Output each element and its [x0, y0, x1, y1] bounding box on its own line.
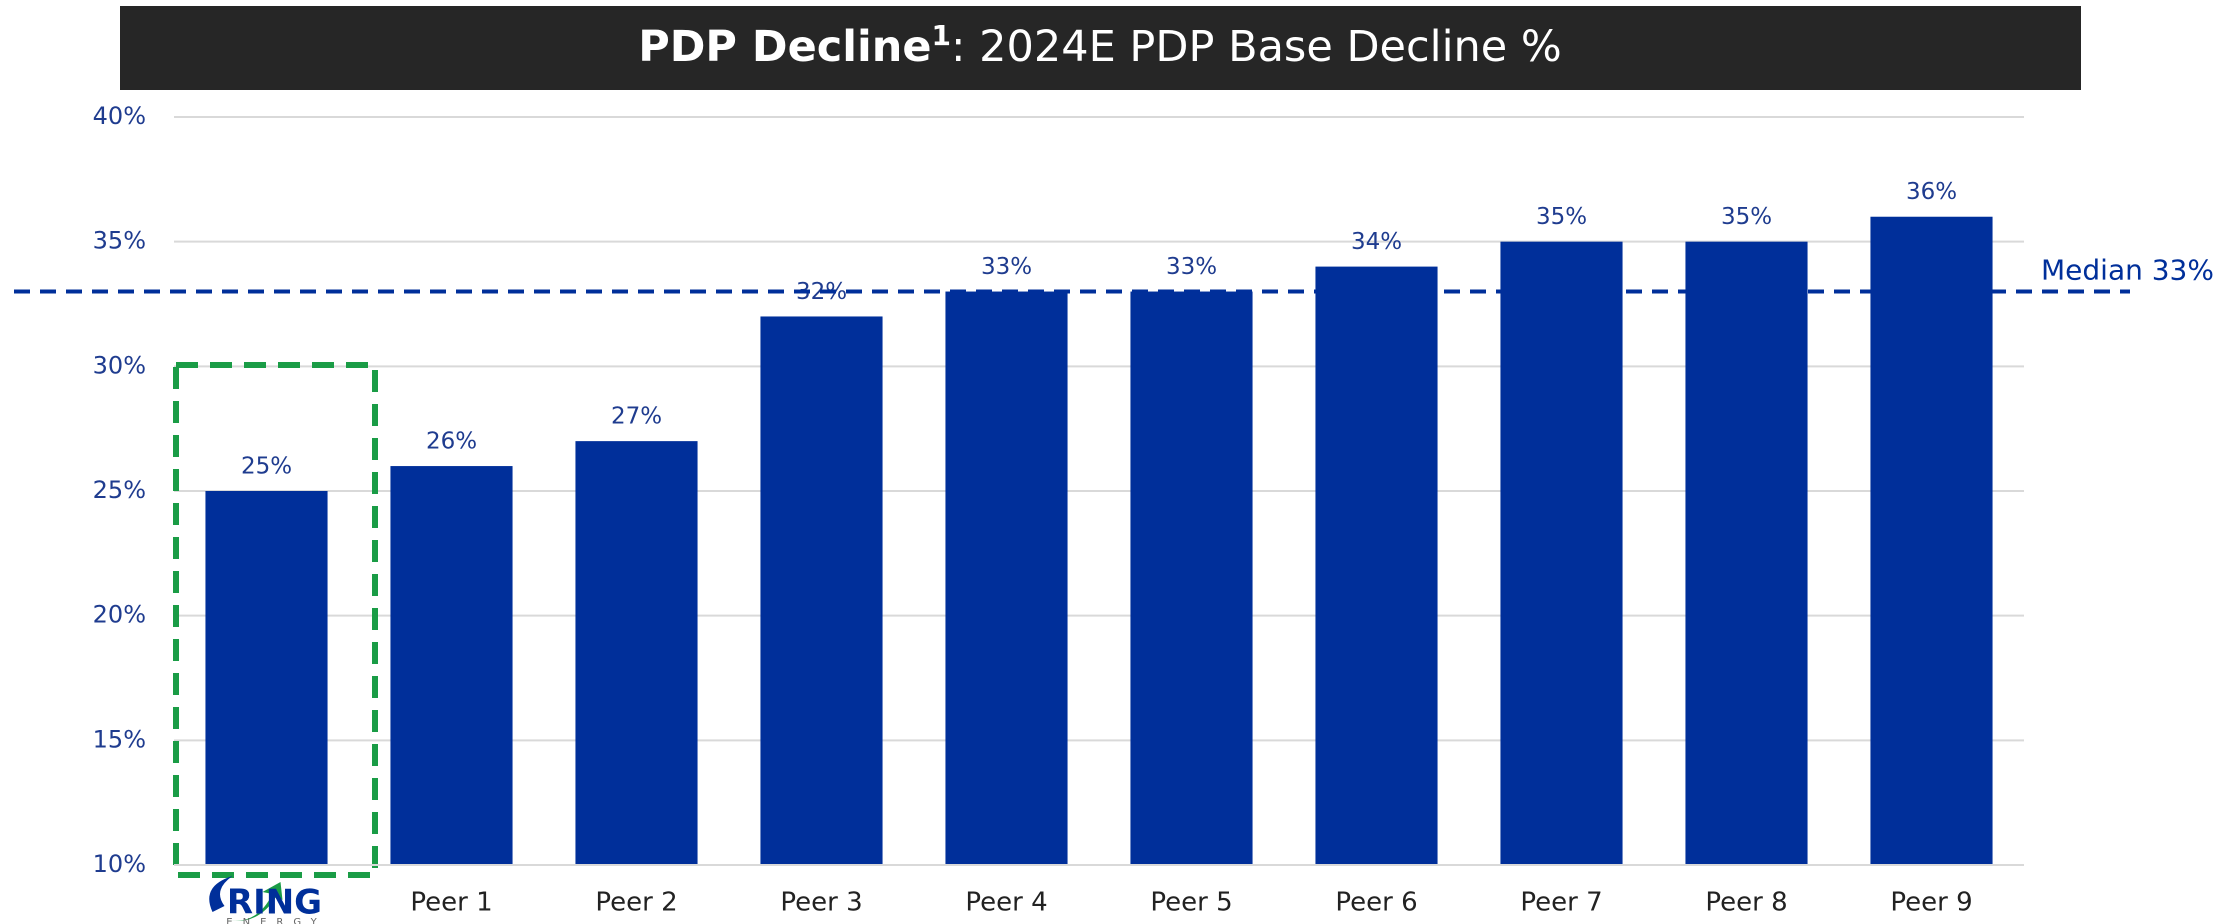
x-tick-label: Peer 7: [1520, 888, 1602, 918]
x-tick-label: Peer 2: [595, 888, 677, 918]
value-label: 25%: [241, 454, 292, 480]
y-tick-label: 15%: [93, 725, 146, 753]
x-tick-label: Peer 9: [1890, 888, 1972, 918]
x-tick-label: Peer 5: [1150, 888, 1232, 918]
bar: [760, 316, 883, 865]
value-label: 26%: [426, 429, 477, 455]
y-tick-label: 20%: [93, 601, 146, 629]
title-bold: PDP Decline: [638, 22, 931, 72]
y-tick-label: 10%: [93, 850, 146, 878]
bar: [1130, 291, 1253, 865]
value-label: 33%: [981, 254, 1032, 280]
logo-swoosh: [209, 876, 233, 912]
logo-text: RING: [227, 883, 322, 923]
x-tick-label: Peer 1: [410, 888, 492, 918]
title-rest: : 2024E PDP Base Decline %: [951, 22, 1562, 72]
value-label: 35%: [1536, 204, 1587, 230]
y-tick-label: 35%: [93, 227, 146, 255]
y-tick-label: 30%: [93, 351, 146, 379]
x-tick-label: Peer 8: [1705, 888, 1787, 918]
logo-arrow: [226, 882, 283, 921]
logo-subtitle: ENERGY: [226, 917, 326, 924]
title-bar: [120, 6, 2081, 90]
median-label: Median 33%: [2041, 254, 2214, 287]
bar: [205, 491, 328, 865]
bar: [390, 466, 513, 865]
bar: [945, 291, 1068, 865]
bar: [1870, 216, 1993, 865]
x-tick-label: Peer 3: [780, 888, 862, 918]
bar: [1685, 241, 1808, 865]
title-superscript: 1: [932, 19, 951, 52]
highlight-box: [173, 362, 378, 878]
bar: [575, 441, 698, 865]
value-label: 27%: [611, 404, 662, 430]
value-label: 33%: [1166, 254, 1217, 280]
value-label: 35%: [1721, 204, 1772, 230]
y-tick-label: 40%: [93, 102, 146, 130]
value-label: 36%: [1906, 179, 1957, 205]
x-tick-label: Peer 6: [1335, 888, 1417, 918]
chart-title: PDP Decline1: 2024E PDP Base Decline %: [638, 19, 1562, 72]
bar: [1500, 241, 1623, 865]
value-label: 34%: [1351, 229, 1402, 255]
y-tick-label: 25%: [93, 476, 146, 504]
x-tick-label: Peer 4: [965, 888, 1047, 918]
bar: [1315, 266, 1438, 866]
